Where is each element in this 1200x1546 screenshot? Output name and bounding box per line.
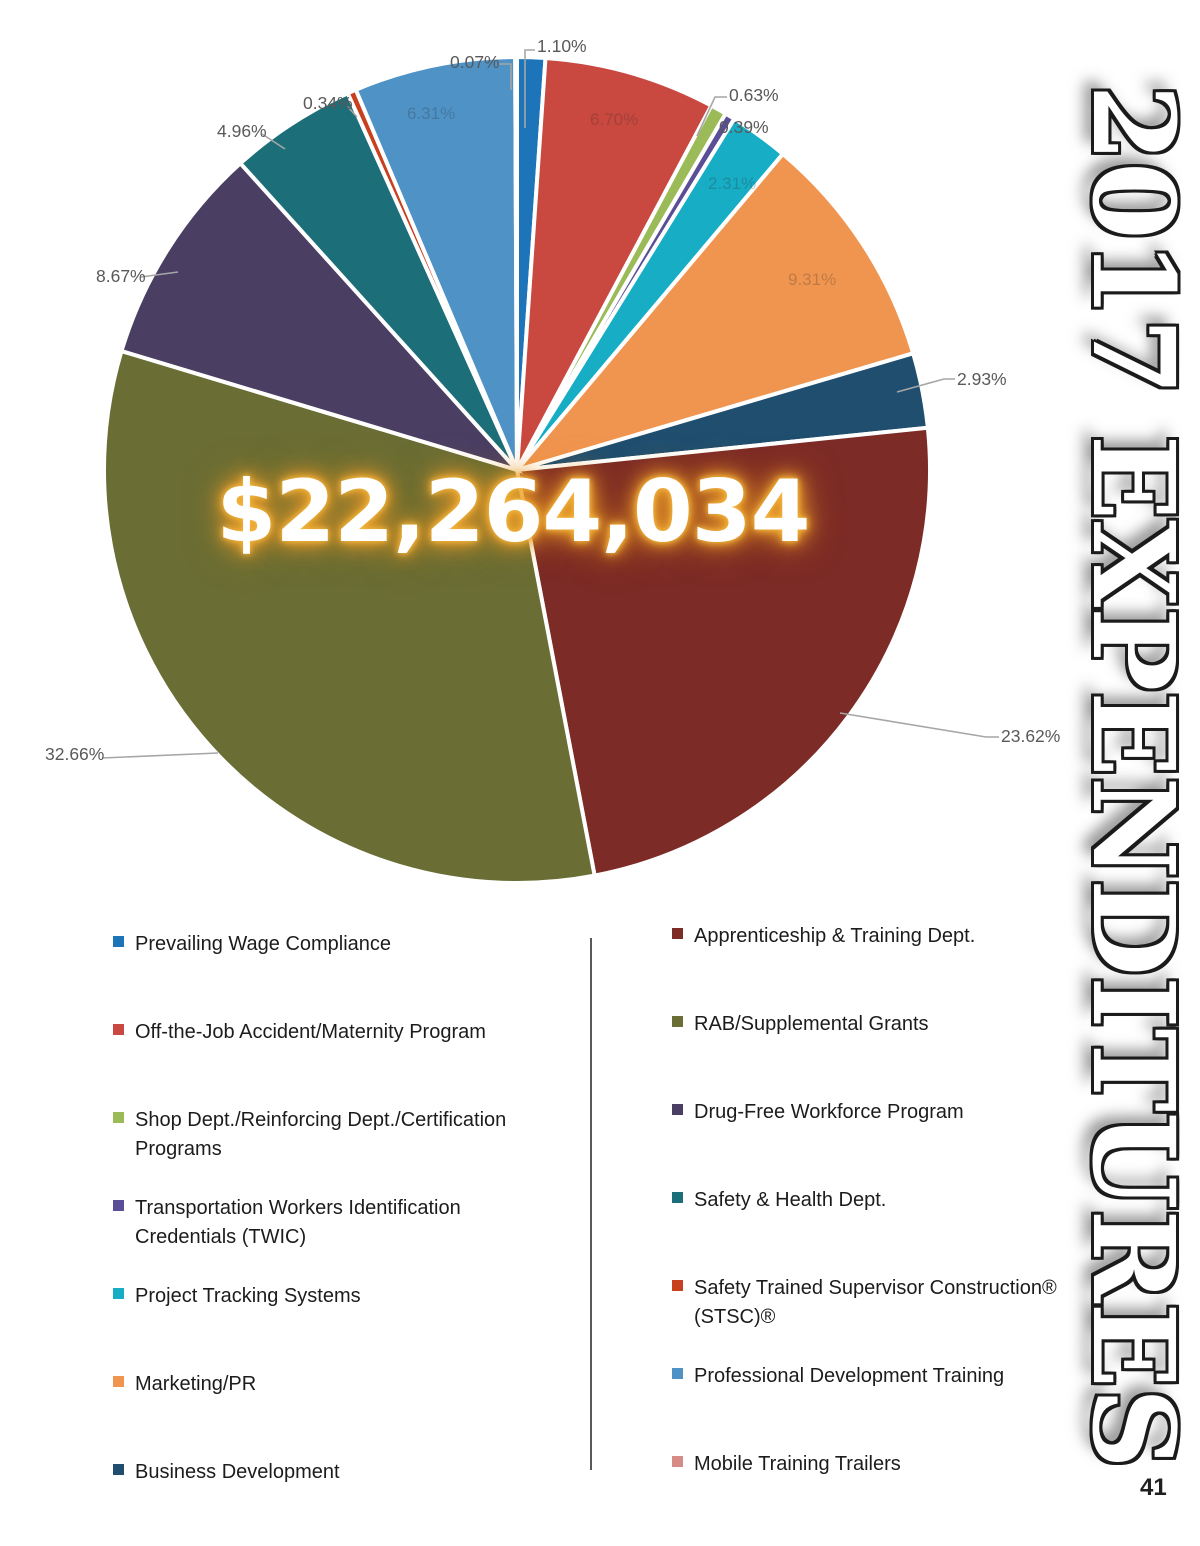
legend-item: Drug-Free Workforce Program (672, 1098, 1122, 1186)
callout-safety-health: 4.96% (217, 121, 267, 141)
pie-slice-12 (353, 54, 519, 471)
legend-item: Mobile Training Trailers (672, 1450, 1122, 1538)
legend-swatch-icon (113, 1376, 124, 1387)
pie-chart (101, 49, 999, 885)
leader-lines (101, 49, 999, 759)
callout-twic: 0.39% (719, 117, 769, 137)
legend-left-column: Prevailing Wage Compliance Off-the-Job Ac… (113, 930, 563, 1546)
legend-item-label: Marketing/PR (135, 1373, 257, 1395)
legend-item: Marketing/PR (113, 1370, 563, 1458)
legend-item: Business Development (113, 1458, 563, 1546)
legend-swatch-icon (113, 1464, 124, 1475)
callout-mobile-trailers: 0.07% (450, 52, 500, 72)
pie-slice-9 (119, 160, 524, 474)
leader-line (498, 63, 512, 90)
legend-item-label: Shop Dept./Reinforcing Dept./Certificati… (135, 1109, 507, 1160)
legend-item: Safety Trained Supervisor Construction® … (672, 1274, 1122, 1362)
legend-item: Safety & Health Dept. (672, 1186, 1122, 1274)
pie-slice-8 (102, 348, 597, 885)
legend-item-label: Prevailing Wage Compliance (135, 933, 392, 955)
legend-item-label: Professional Development Training (694, 1365, 1005, 1387)
legend-swatch-icon (113, 1112, 124, 1123)
legend-swatch-icon (672, 1192, 683, 1203)
page-title-vertical: 2017 EXPENDITURES (1067, 84, 1198, 1469)
leader-line (524, 49, 535, 128)
legend-item-label: RAB/Supplemental Grants (694, 1013, 929, 1035)
inside-label-prof-dev: 6.31% (407, 104, 456, 123)
pie-slice-13 (513, 54, 519, 471)
pie-slices (102, 54, 932, 885)
legend-item: Project Tracking Systems (113, 1282, 563, 1370)
leader-line (896, 378, 955, 393)
callout-business-development: 2.93% (957, 369, 1007, 389)
legend-item-label: Safety Trained Supervisor Construction® … (694, 1277, 1057, 1328)
legend-item: Shop Dept./Reinforcing Dept./Certificati… (113, 1106, 563, 1194)
leader-line (261, 133, 286, 150)
legend-swatch-icon (113, 1024, 124, 1035)
legend-swatch-icon (672, 1104, 683, 1115)
callout-shop-dept: 0.63% (729, 85, 779, 105)
legend-item-label: Safety & Health Dept. (694, 1189, 887, 1211)
callout-drug-free: 8.67% (96, 266, 146, 286)
legend-item-label: Mobile Training Trailers (694, 1453, 901, 1475)
legend-swatch-icon (672, 1280, 683, 1291)
leader-line (696, 96, 727, 137)
legend-item-label: Transportation Workers Identification Cr… (135, 1197, 461, 1248)
leader-line (839, 712, 999, 738)
callout-stsc: 0.34% (303, 93, 353, 113)
legend-item: RAB/Supplemental Grants (672, 1010, 1122, 1098)
inside-label-project-tracking: 2.31% (708, 174, 757, 193)
callout-prevailing-wage: 1.10% (537, 36, 587, 56)
legend-swatch-icon (113, 1200, 124, 1211)
legend-item-label: Project Tracking Systems (135, 1285, 361, 1307)
legend-item: Professional Development Training (672, 1362, 1122, 1450)
pie-slice-1 (515, 55, 715, 471)
legend-divider (590, 938, 592, 1470)
callout-apprenticeship: 23.62% (1001, 726, 1061, 746)
legend-swatch-icon (113, 1288, 124, 1299)
pie-slice-7 (514, 425, 932, 878)
legend-item-label: Business Development (135, 1461, 340, 1483)
leader-line (346, 105, 358, 118)
legend-swatch-icon (672, 1016, 683, 1027)
legend-item: Apprenticeship & Training Dept. (672, 922, 1122, 1010)
leader-line (101, 752, 219, 759)
legend-item: Off-the-Job Accident/Maternity Program (113, 1018, 563, 1106)
page-number: 41 (1140, 1474, 1167, 1501)
total-expenditures-value: $22,264,034 (216, 462, 811, 562)
legend-swatch-icon (113, 936, 124, 947)
leader-line (140, 271, 179, 278)
legend-right-column: Apprenticeship & Training Dept. RAB/Suppl… (672, 922, 1122, 1538)
legend-item: Prevailing Wage Compliance (113, 930, 563, 1018)
legend-swatch-icon (672, 928, 683, 939)
legend-swatch-icon (672, 1368, 683, 1379)
inside-label-marketing: 9.31% (788, 270, 837, 289)
legend-item-label: Apprenticeship & Training Dept. (694, 925, 976, 947)
legend-item-label: Off-the-Job Accident/Maternity Program (135, 1021, 486, 1043)
legend-swatch-icon (672, 1456, 683, 1467)
legend-item-label: Drug-Free Workforce Program (694, 1101, 964, 1123)
legend-item: Transportation Workers Identification Cr… (113, 1194, 563, 1282)
callout-rab-grants: 32.66% (45, 744, 105, 764)
inside-label-off-the-job: 6.70% (590, 110, 639, 129)
pie-slice-5 (511, 151, 916, 474)
